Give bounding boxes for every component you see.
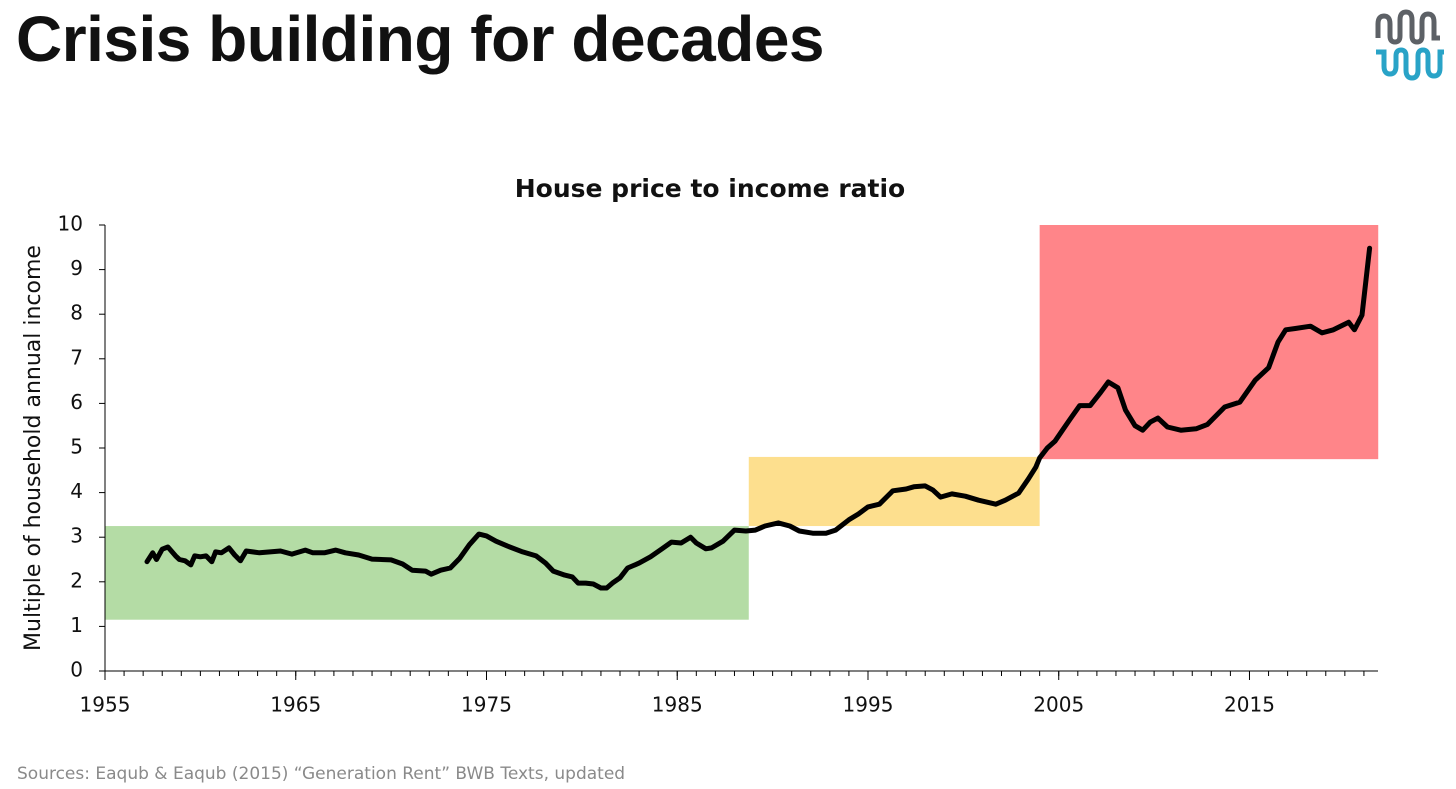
x-tick-label: 1975 xyxy=(461,693,512,717)
chart: House price to income ratio Multiple of … xyxy=(21,174,1379,717)
y-tick-label: 1 xyxy=(70,613,83,637)
y-tick-label: 8 xyxy=(70,301,83,325)
y-tick-label: 5 xyxy=(70,435,83,459)
y-tick-label: 10 xyxy=(58,212,83,236)
x-tick-label: 1955 xyxy=(80,693,131,717)
x-tick-label: 1985 xyxy=(652,693,703,717)
x-tick-label: 1965 xyxy=(270,693,321,717)
source-note: Sources: Eaqub & Eaqub (2015) “Generatio… xyxy=(17,764,626,784)
x-tick-label: 1995 xyxy=(843,693,894,717)
x-tick-label: 2015 xyxy=(1224,693,1275,717)
y-tick-label: 6 xyxy=(70,390,83,414)
data-line xyxy=(144,245,1373,591)
logo-wave xyxy=(1376,47,1444,81)
y-axis-title: Multiple of household annual income xyxy=(21,245,46,651)
y-tick-label: 9 xyxy=(70,256,83,280)
logo xyxy=(1375,9,1444,81)
y-tick-label: 3 xyxy=(70,524,83,548)
y-tick-label: 2 xyxy=(70,568,83,592)
y-tick-label: 7 xyxy=(70,345,83,369)
logo-wave xyxy=(1375,9,1440,45)
y-tick-label: 0 xyxy=(70,658,83,682)
x-tick-label: 2005 xyxy=(1033,693,1084,717)
y-tick-label: 4 xyxy=(70,479,83,503)
chart-title: House price to income ratio xyxy=(515,174,906,203)
slide-title: Crisis building for decades xyxy=(16,3,825,75)
